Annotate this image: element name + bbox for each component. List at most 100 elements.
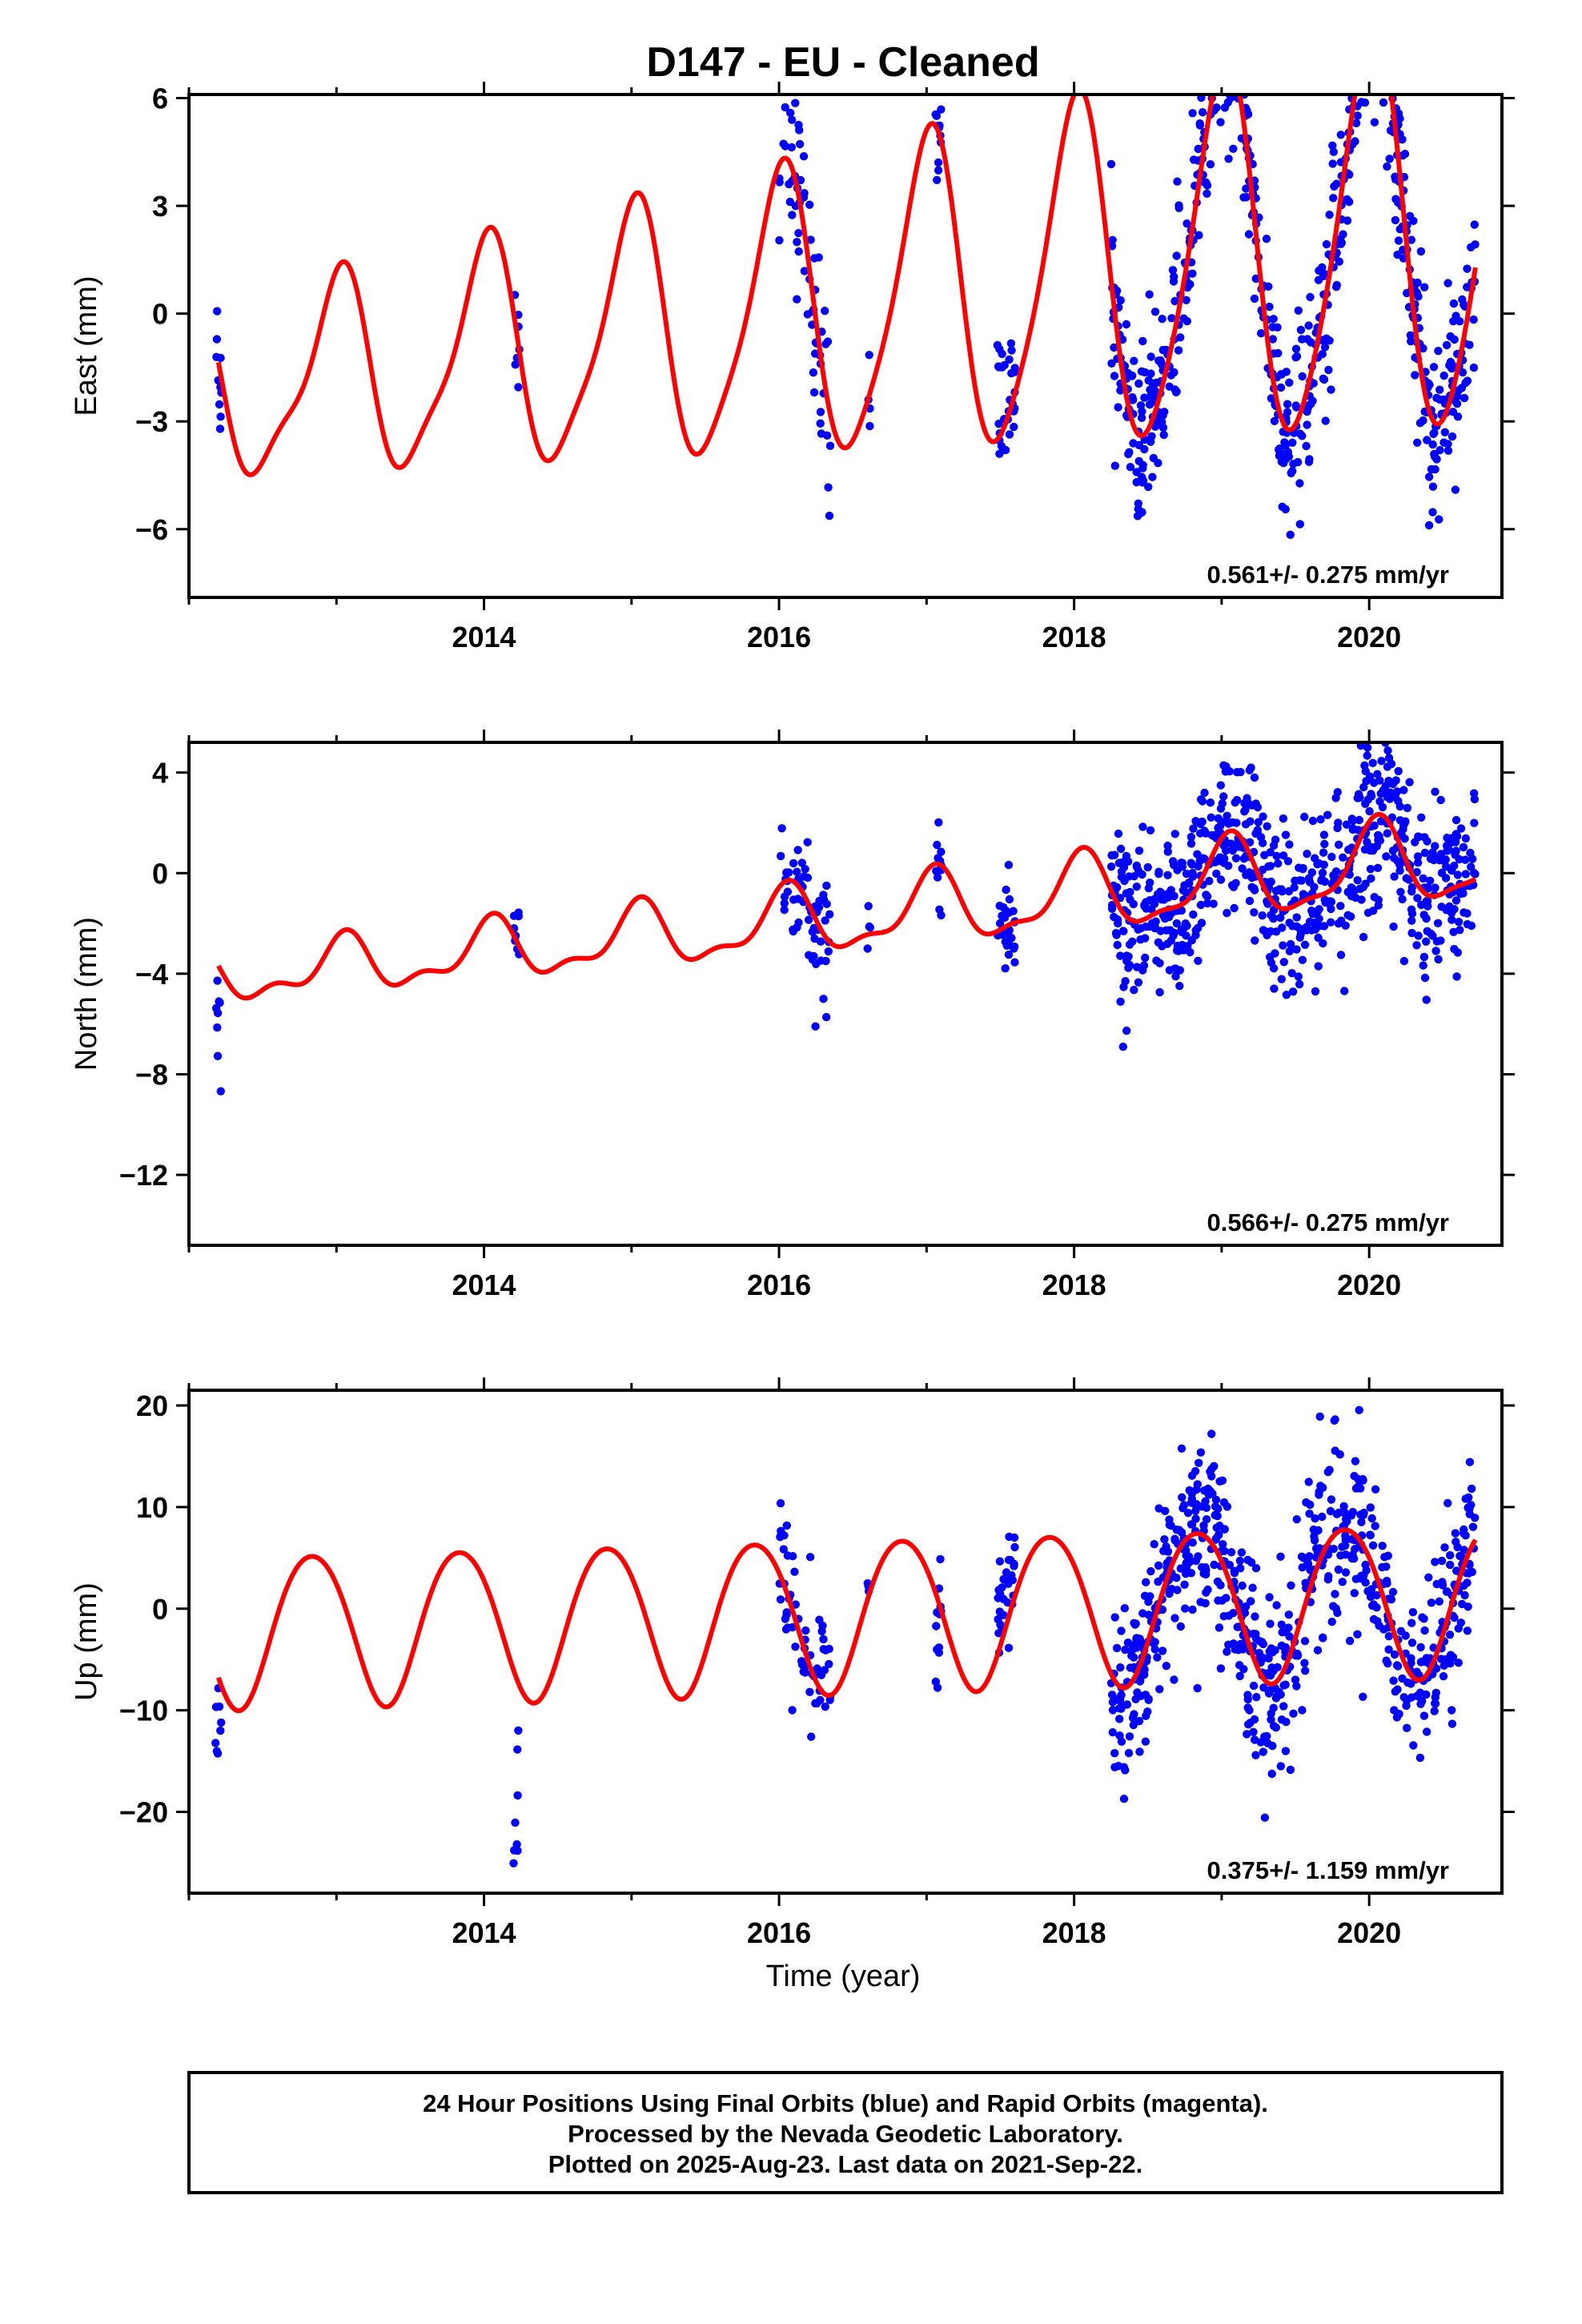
data-point	[1249, 1727, 1258, 1736]
data-point	[1276, 383, 1286, 392]
data-point	[1213, 1511, 1222, 1521]
data-point	[1110, 1749, 1119, 1758]
data-point	[1170, 861, 1178, 870]
data-point	[1324, 1572, 1333, 1581]
data-point	[1319, 860, 1329, 870]
data-point	[1431, 1699, 1439, 1708]
data-point	[1424, 884, 1433, 893]
data-point	[1163, 870, 1172, 880]
data-point	[1219, 792, 1228, 801]
data-point	[1197, 94, 1206, 103]
data-point	[1010, 368, 1019, 376]
data-point	[1407, 337, 1415, 346]
data-point	[781, 1625, 791, 1634]
data-point	[1357, 98, 1366, 107]
data-point	[1318, 1512, 1327, 1522]
data-point	[1121, 977, 1130, 986]
data-point	[788, 115, 797, 124]
data-point	[809, 368, 818, 377]
data-point	[1321, 416, 1330, 425]
data-point	[1194, 144, 1203, 154]
data-point	[1277, 1715, 1287, 1724]
data-point	[1351, 1457, 1360, 1466]
data-point	[1137, 413, 1146, 422]
data-point	[1143, 1707, 1152, 1716]
data-point	[782, 1521, 791, 1530]
data-point	[1182, 296, 1191, 304]
data-point	[1235, 1556, 1245, 1566]
data-point	[1265, 878, 1274, 887]
data-point	[1468, 854, 1477, 863]
data-point	[825, 511, 834, 521]
data-point	[1452, 1538, 1460, 1546]
data-point	[793, 867, 801, 876]
data-point	[1154, 938, 1163, 947]
data-point	[213, 307, 222, 316]
data-point	[1272, 851, 1281, 861]
data-point	[1345, 197, 1354, 207]
data-point	[1214, 1530, 1223, 1540]
data-point	[1353, 876, 1362, 885]
data-point	[1005, 895, 1014, 904]
data-point	[1447, 915, 1456, 924]
y-tick-label: 0	[152, 857, 168, 890]
data-point	[1121, 1645, 1130, 1655]
data-point	[1454, 1659, 1464, 1667]
data-point	[1325, 211, 1334, 219]
data-point	[1223, 1647, 1231, 1656]
data-point	[1393, 857, 1403, 866]
data-point	[1251, 1751, 1260, 1759]
data-point	[789, 858, 798, 868]
data-point	[1407, 1618, 1416, 1627]
data-point	[1242, 184, 1251, 193]
data-point	[1188, 868, 1197, 878]
data-point	[1327, 852, 1336, 862]
data-point	[1419, 961, 1427, 970]
data-point	[1120, 1604, 1130, 1613]
data-point	[1115, 1715, 1124, 1723]
data-point	[1424, 521, 1434, 530]
data-point	[865, 351, 873, 360]
data-point	[1458, 1599, 1467, 1609]
data-point	[1219, 1612, 1229, 1621]
data-point	[1211, 1495, 1221, 1505]
plot-area	[211, 1405, 1480, 1868]
data-point	[863, 944, 872, 953]
data-point	[1363, 751, 1371, 760]
data-point	[1463, 1578, 1472, 1587]
data-point	[1140, 901, 1149, 910]
data-point	[1283, 400, 1292, 408]
data-point	[1216, 822, 1225, 830]
data-point	[1138, 478, 1147, 487]
data-point	[1005, 355, 1014, 364]
data-point	[1117, 1626, 1126, 1635]
data-point	[1320, 335, 1330, 344]
data-point	[1430, 1707, 1439, 1715]
data-point	[1319, 1633, 1327, 1642]
data-point	[1122, 1026, 1131, 1035]
data-point	[1276, 913, 1285, 923]
data-point	[1177, 1444, 1186, 1454]
data-point	[1465, 340, 1474, 349]
plot-area	[211, 742, 1480, 1096]
data-point	[1200, 788, 1209, 798]
data-point	[1150, 1638, 1159, 1647]
data-point	[1449, 927, 1458, 937]
data-point	[932, 1622, 941, 1630]
data-point	[1154, 1504, 1163, 1513]
data-point	[1394, 797, 1403, 806]
data-point	[1303, 1558, 1312, 1567]
data-point	[1115, 1731, 1124, 1740]
data-point	[807, 1732, 816, 1741]
data-point	[1189, 155, 1199, 164]
data-point	[936, 1554, 945, 1564]
data-point	[1419, 1614, 1428, 1623]
data-point	[1196, 1598, 1205, 1606]
data-point	[1447, 1706, 1456, 1715]
data-point	[804, 915, 813, 924]
model-curve	[216, 1527, 1478, 1714]
data-point	[1407, 1679, 1415, 1688]
data-point	[1383, 793, 1392, 802]
data-point	[1383, 1551, 1393, 1560]
data-point	[1298, 372, 1307, 381]
